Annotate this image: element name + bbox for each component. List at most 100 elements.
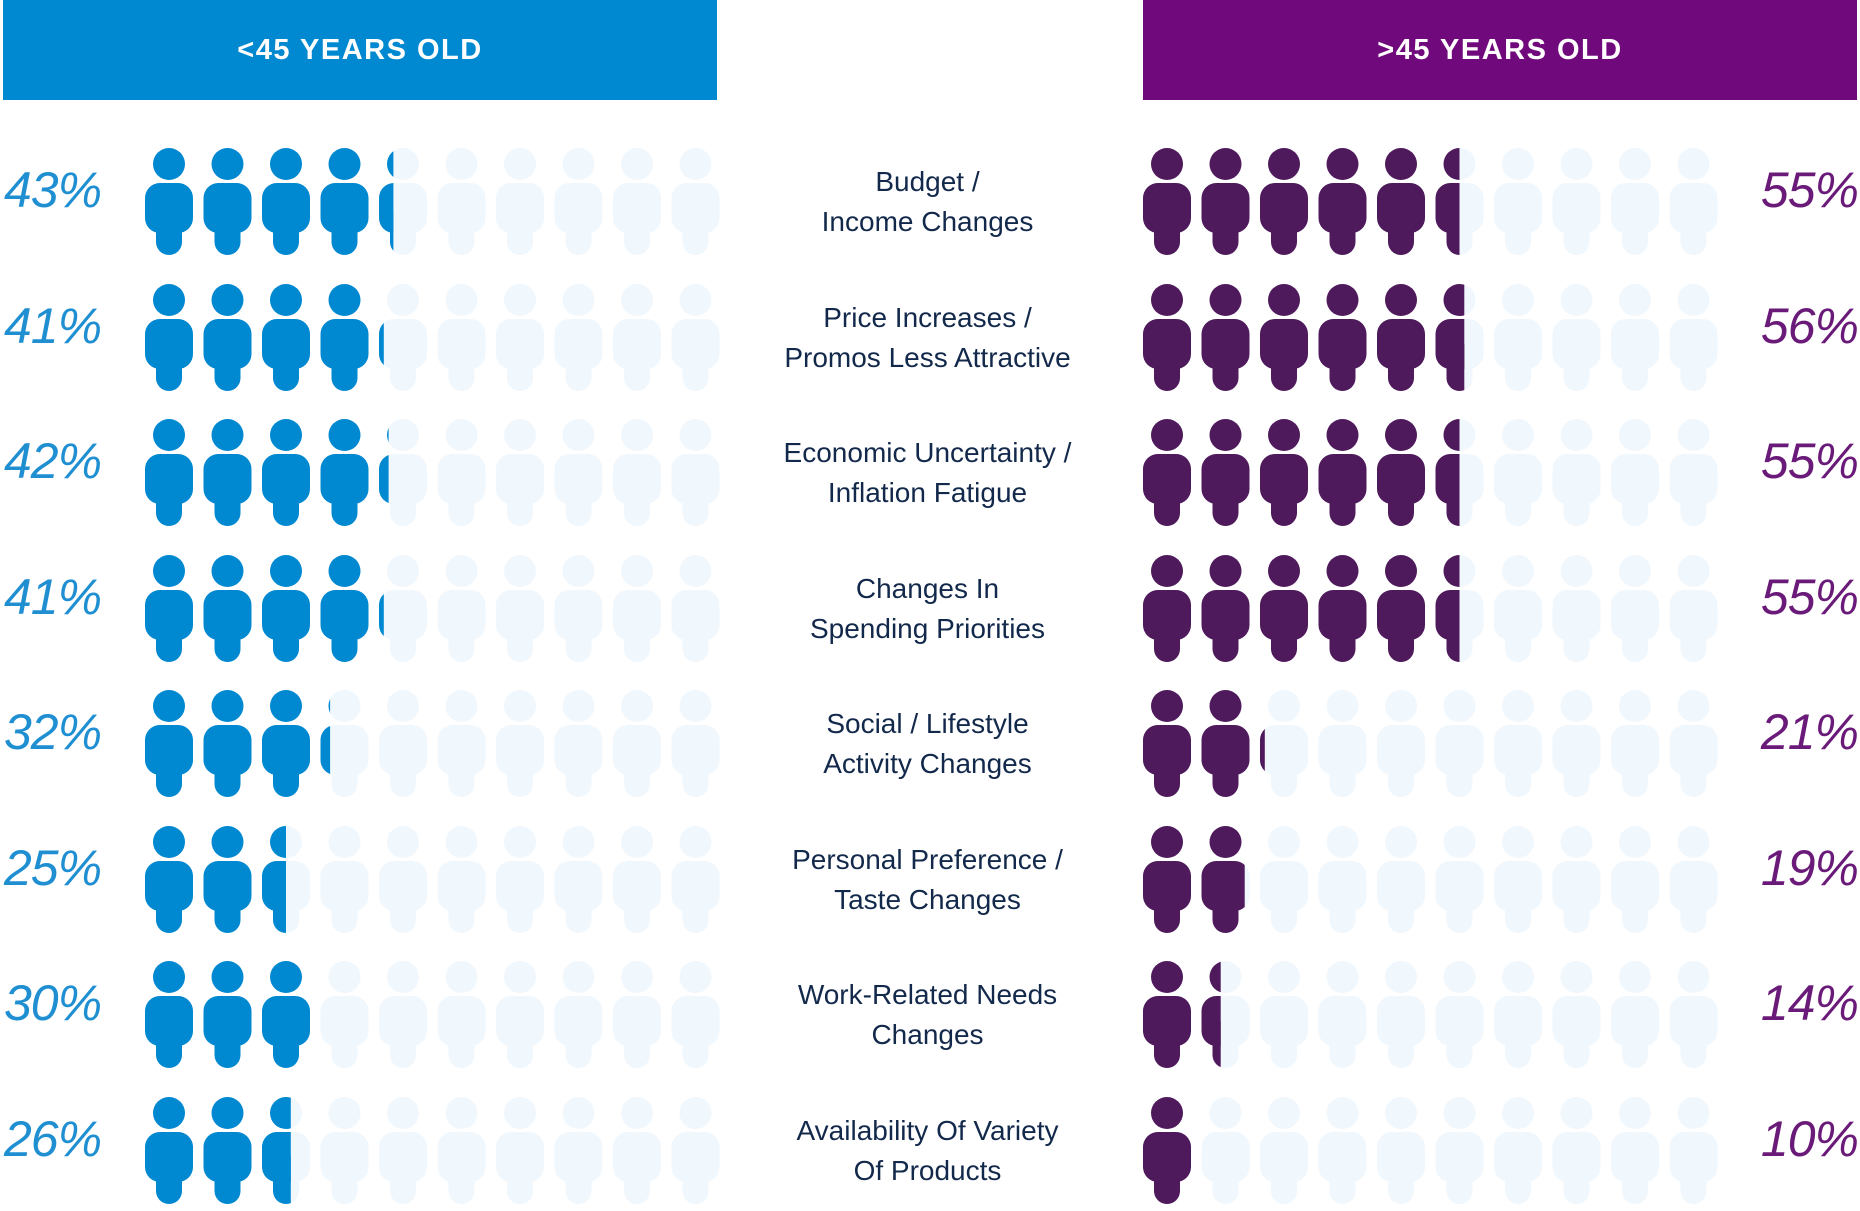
person-icon-filled xyxy=(262,283,310,391)
person-icons-filled xyxy=(1143,148,1460,255)
person-icon xyxy=(1611,961,1659,1068)
person-icon xyxy=(1377,961,1425,1068)
person-icon xyxy=(1552,148,1601,255)
person-icon xyxy=(613,1096,661,1204)
person-icon-filled xyxy=(203,961,252,1068)
chart-row: 30% Work-Related Needs Changes 14% xyxy=(0,960,1860,1070)
person-icon xyxy=(613,825,661,933)
category-label: Price Increases / Promos Less Attractive xyxy=(740,283,1115,393)
person-icons-filled xyxy=(1143,1096,1191,1204)
over-45-percent: 55% xyxy=(1760,433,1859,489)
person-icon-filled xyxy=(203,148,252,255)
person-icon xyxy=(379,825,427,933)
person-icon-filled xyxy=(1143,1096,1191,1204)
under-45-percent: 41% xyxy=(4,568,102,625)
over-45-percent: 10% xyxy=(1760,1110,1859,1167)
person-icon xyxy=(379,961,427,1068)
category-label-line: Budget / xyxy=(875,166,980,197)
category-label-line: Of Products xyxy=(853,1154,1002,1186)
person-icon xyxy=(613,961,661,1068)
person-icon-filled xyxy=(1435,148,1460,255)
person-icon-filled xyxy=(145,690,193,797)
person-icon xyxy=(1669,554,1718,662)
person-icon xyxy=(320,1096,369,1204)
person-icon xyxy=(437,148,486,255)
category-label: Changes In Spending Priorities xyxy=(740,554,1115,664)
person-icon xyxy=(1552,283,1601,391)
under-45-percent: 30% xyxy=(4,975,102,1031)
person-icon xyxy=(1435,825,1484,933)
person-icons-filled xyxy=(1143,554,1460,662)
person-icon xyxy=(1552,825,1601,933)
person-icon-filled xyxy=(203,283,252,391)
person-icon xyxy=(554,825,603,933)
person-icon-filled xyxy=(1260,554,1308,662)
person-icon-filled xyxy=(320,148,369,255)
under-45-icon-row xyxy=(145,825,720,933)
person-icon xyxy=(1494,283,1542,391)
person-icon-filled xyxy=(1201,148,1250,255)
person-icon xyxy=(1494,148,1542,255)
person-icon-filled xyxy=(1143,825,1191,933)
category-label-line: Personal Preference / xyxy=(792,843,1063,875)
person-icon xyxy=(1318,825,1367,933)
person-icons-filled xyxy=(145,825,286,933)
under-45-percent: 42% xyxy=(4,433,102,489)
chart-row: 42% Economic Uncertainty / Inflation Fatig… xyxy=(0,418,1860,528)
person-icon xyxy=(1435,1096,1484,1204)
person-icon xyxy=(1260,825,1308,933)
chart-row: 32% Social / Lifestyle Activity Changes 21% xyxy=(0,689,1860,799)
person-icon xyxy=(1201,1096,1250,1204)
over-45-percent: 55% xyxy=(1760,568,1859,625)
person-icon xyxy=(1377,1096,1425,1204)
person-icon xyxy=(1494,961,1542,1068)
person-icon-filled xyxy=(262,1096,291,1204)
person-icon-filled xyxy=(262,961,310,1068)
person-icon-filled xyxy=(262,419,310,526)
person-icon xyxy=(554,148,603,255)
person-icon xyxy=(1377,825,1425,933)
person-icon xyxy=(554,283,603,391)
person-icon xyxy=(437,1096,486,1204)
under-45-percent: 43% xyxy=(4,162,102,218)
over-45-icon-row xyxy=(1143,419,1718,526)
person-icon xyxy=(437,961,486,1068)
category-label-line: Inflation Fatigue xyxy=(827,477,1028,508)
person-icons-filled xyxy=(145,690,331,797)
under-45-icon-row xyxy=(145,419,720,526)
category-label: Social / Lifestyle Activity Changes xyxy=(740,689,1115,799)
person-icon xyxy=(1494,419,1542,526)
chart-row: 25% Personal Preference / Taste Changes 19% xyxy=(0,825,1860,935)
person-icon xyxy=(320,961,369,1068)
person-icon-filled xyxy=(320,283,369,391)
person-icon-filled xyxy=(1260,419,1308,526)
category-label-line: Activity Changes xyxy=(823,748,1032,779)
person-icons-empty xyxy=(1143,961,1718,1068)
person-icon xyxy=(496,825,544,933)
person-icon xyxy=(671,1096,720,1204)
person-icon xyxy=(1611,148,1659,255)
category-label-line: Economic Uncertainty / xyxy=(783,437,1072,468)
category-label-line: Price Increases / xyxy=(823,301,1032,333)
person-icon-filled xyxy=(1143,419,1191,526)
person-icon-filled xyxy=(320,419,369,526)
person-icon-filled xyxy=(203,690,252,797)
person-icon-filled xyxy=(379,428,389,503)
person-icons-empty xyxy=(1143,1096,1718,1204)
person-icon xyxy=(1260,961,1308,1068)
person-icon-filled xyxy=(1435,419,1460,526)
person-icons-filled xyxy=(1143,961,1221,1068)
person-icon-filled xyxy=(1201,825,1245,933)
person-icons-filled xyxy=(145,1096,291,1204)
category-label: Work-Related Needs Changes xyxy=(740,960,1115,1070)
person-icons-filled xyxy=(1143,419,1460,526)
person-icon xyxy=(671,554,720,662)
person-icon xyxy=(1669,148,1718,255)
person-icon-filled xyxy=(1318,283,1367,391)
over-45-icon-row xyxy=(1143,283,1718,391)
person-icon-filled xyxy=(1143,283,1191,391)
person-icons-filled xyxy=(1143,283,1465,391)
person-icon xyxy=(496,148,544,255)
person-icon xyxy=(1435,690,1484,797)
person-icon-filled xyxy=(203,419,252,526)
